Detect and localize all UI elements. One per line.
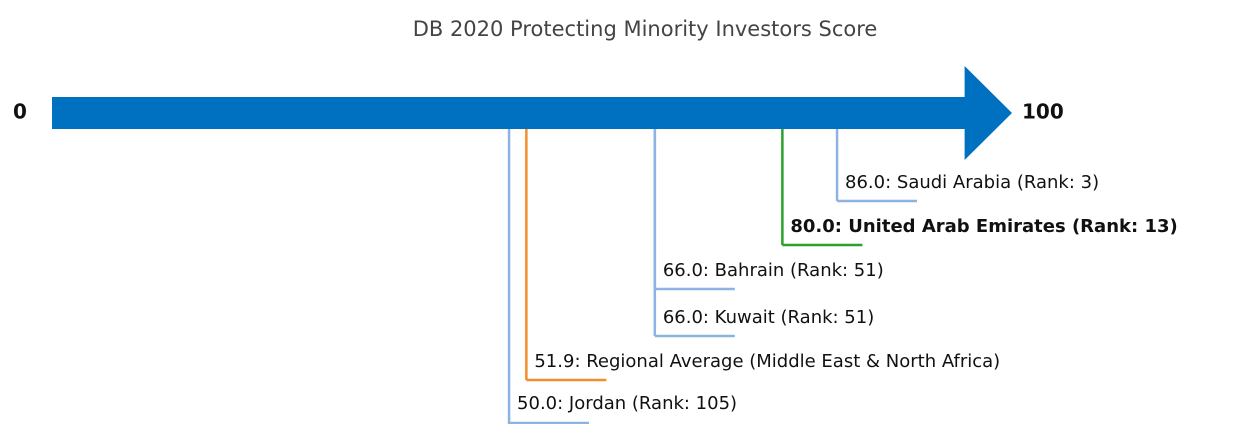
axis-end-label: 100 bbox=[1022, 100, 1064, 124]
point-label: 50.0: Jordan (Rank: 105) bbox=[517, 393, 737, 414]
point-label: 66.0: Bahrain (Rank: 51) bbox=[663, 260, 884, 281]
chart-title: DB 2020 Protecting Minority Investors Sc… bbox=[413, 17, 878, 41]
point-label: 51.9: Regional Average (Middle East & No… bbox=[534, 351, 1000, 372]
point-label: 86.0: Saudi Arabia (Rank: 3) bbox=[845, 172, 1099, 193]
axis-start-label: 0 bbox=[13, 100, 27, 124]
point-label: 80.0: United Arab Emirates (Rank: 13) bbox=[790, 216, 1177, 237]
point-label: 66.0: Kuwait (Rank: 51) bbox=[663, 307, 874, 328]
axis-arrow bbox=[52, 66, 1012, 160]
